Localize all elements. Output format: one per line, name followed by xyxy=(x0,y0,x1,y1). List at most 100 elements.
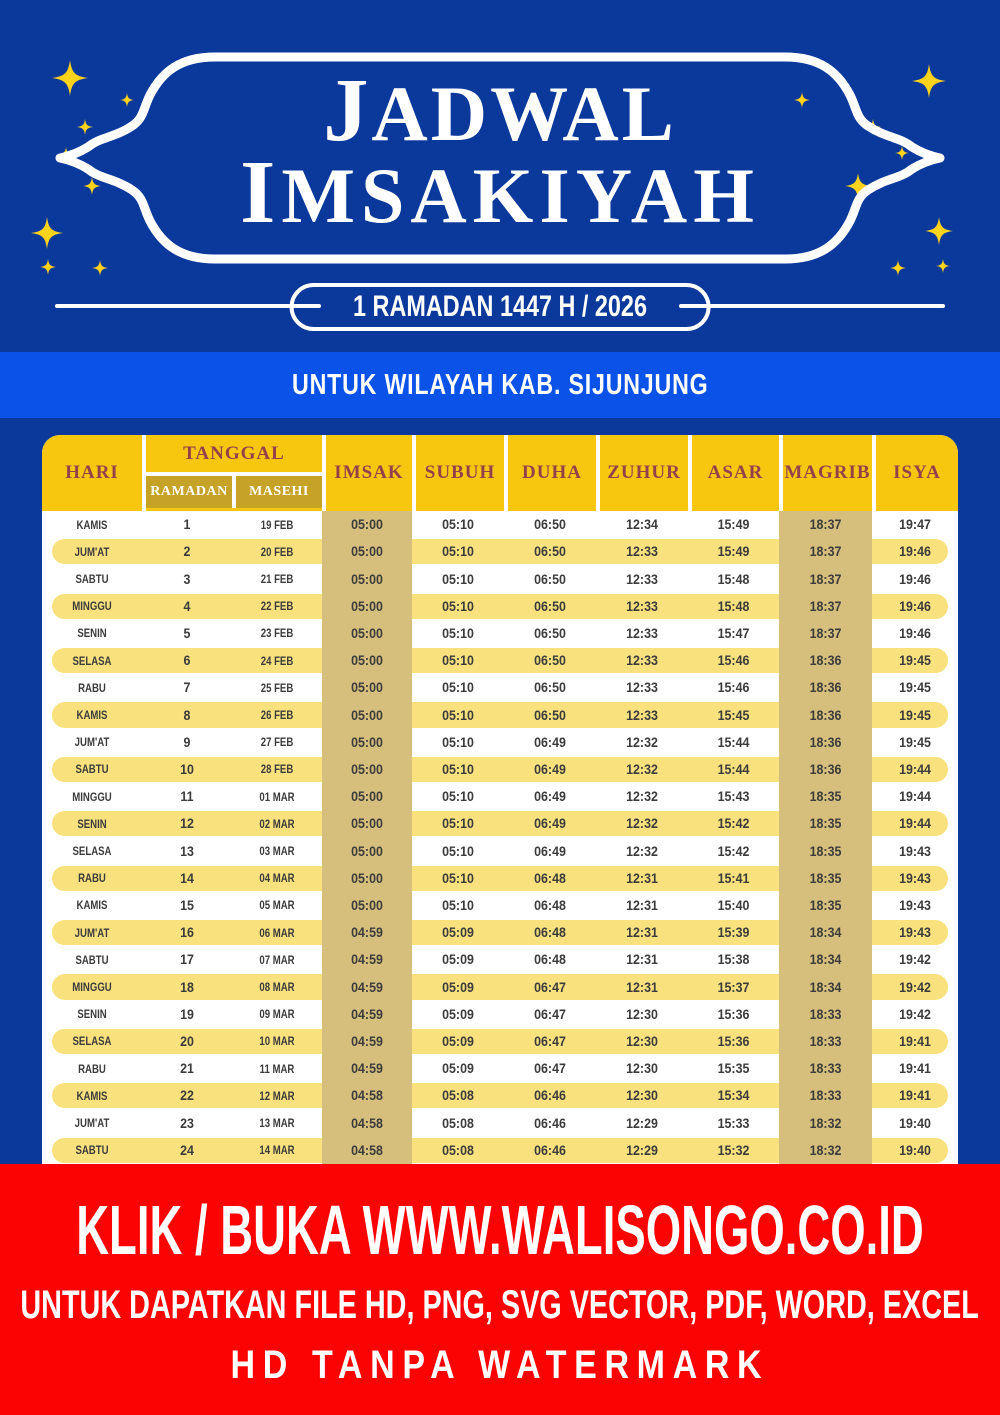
cell-day: KAMIS xyxy=(76,708,108,723)
region-banner-label: UNTUK WILAYAH KAB. SIJUNJUNG xyxy=(291,368,709,401)
cell-imsak: 05:00 xyxy=(351,544,383,560)
cell-subuh: 05:10 xyxy=(442,734,474,750)
cell-asar: 15:37 xyxy=(717,979,750,995)
cell-zuhur: 12:31 xyxy=(626,979,658,995)
cell-duha: 06:46 xyxy=(534,1088,566,1104)
cell-ramadan: 8 xyxy=(183,707,191,723)
cell-subuh: 05:10 xyxy=(442,870,474,886)
cell-zuhur: 12:32 xyxy=(626,843,658,859)
cell-magrib: 18:36 xyxy=(809,761,842,777)
badge-line-right xyxy=(679,304,945,308)
cell-isya: 19:41 xyxy=(899,1088,931,1104)
cell-duha: 06:50 xyxy=(534,653,566,669)
cell-isya: 19:43 xyxy=(899,925,931,941)
cell-magrib: 18:35 xyxy=(809,789,842,805)
cell-day: RABU xyxy=(78,680,106,695)
cell-subuh: 05:09 xyxy=(442,925,474,941)
cell-masehi: 08 MAR xyxy=(259,980,295,995)
cell-masehi: 21 FEB xyxy=(260,572,294,586)
cell-zuhur: 12:33 xyxy=(626,680,658,696)
cell-imsak: 05:00 xyxy=(351,707,383,723)
cell-imsak: 05:00 xyxy=(351,843,383,859)
cell-subuh: 05:10 xyxy=(442,625,474,641)
cell-duha: 06:46 xyxy=(534,1115,566,1131)
cell-day: SABTU xyxy=(75,762,109,777)
cell-magrib: 18:33 xyxy=(809,1088,842,1104)
cell-imsak: 05:00 xyxy=(351,653,383,669)
cell-asar: 15:42 xyxy=(717,843,750,859)
footer-description: UNTUK DAPATKAN FILE HD, PNG, SVG VECTOR,… xyxy=(20,1283,980,1327)
cell-isya: 19:42 xyxy=(899,952,931,968)
poster-title-line1: JADWAL xyxy=(323,59,677,160)
cell-isya: 19:41 xyxy=(899,1033,931,1049)
cell-masehi: 14 MAR xyxy=(259,1143,295,1158)
cell-masehi: 28 FEB xyxy=(260,762,294,777)
cell-imsak: 04:59 xyxy=(351,925,383,941)
cell-duha: 06:47 xyxy=(534,1006,566,1022)
cell-zuhur: 12:31 xyxy=(626,952,658,968)
table-row: JUM'AT 9 27 FEB 05:00 05:10 06:49 12:32 … xyxy=(42,729,958,756)
column-header-isya: ISYA xyxy=(872,435,958,511)
cell-masehi: 10 MAR xyxy=(259,1034,295,1049)
cell-asar: 15:44 xyxy=(717,734,750,750)
cell-imsak: 05:00 xyxy=(351,761,383,777)
cell-subuh: 05:10 xyxy=(442,598,474,614)
cell-subuh: 05:10 xyxy=(442,707,474,723)
table-header: HARI TANGGAL RAMADAN MASEHI IMSAK SUBUH … xyxy=(42,435,958,511)
cell-day: SABTU xyxy=(75,952,109,967)
date-badge-row: 1 RAMADAN 1447 H / 2026 xyxy=(0,283,1000,331)
cell-asar: 15:41 xyxy=(717,870,750,886)
cell-imsak: 05:00 xyxy=(351,625,383,641)
cell-zuhur: 12:33 xyxy=(626,653,658,669)
cell-magrib: 18:37 xyxy=(809,571,842,587)
cell-zuhur: 12:30 xyxy=(626,1088,658,1104)
cell-ramadan: 6 xyxy=(183,653,191,669)
cell-duha: 06:50 xyxy=(534,598,566,614)
cell-magrib: 18:35 xyxy=(809,816,842,832)
cell-duha: 06:49 xyxy=(534,843,566,859)
cell-ramadan: 23 xyxy=(180,1115,194,1131)
cell-duha: 06:50 xyxy=(534,680,566,696)
cell-subuh: 05:10 xyxy=(442,680,474,696)
cell-day: SELASA xyxy=(72,1034,112,1049)
table-row: KAMIS 1 19 FEB 05:00 05:10 06:50 12:34 1… xyxy=(42,511,958,538)
cell-isya: 19:40 xyxy=(899,1142,931,1158)
column-header-magrib: MAGRIB xyxy=(779,435,872,511)
cell-day: KAMIS xyxy=(76,898,108,913)
cell-magrib: 18:35 xyxy=(809,870,842,886)
cell-ramadan: 3 xyxy=(183,571,191,587)
cell-isya: 19:44 xyxy=(899,816,931,832)
cell-asar: 15:47 xyxy=(717,625,750,641)
cell-magrib: 18:37 xyxy=(809,598,842,614)
cell-day: RABU xyxy=(78,871,106,886)
header-section: JADWAL IMSAKIYAH 1 RAMADAN 1447 H / 2026 xyxy=(0,0,1000,352)
cell-ramadan: 20 xyxy=(180,1033,194,1049)
cell-masehi: 09 MAR xyxy=(259,1007,295,1022)
table-row: KAMIS 8 26 FEB 05:00 05:10 06:50 12:33 1… xyxy=(42,701,958,728)
cell-ramadan: 13 xyxy=(180,843,194,859)
cell-imsak: 04:59 xyxy=(351,1061,383,1077)
cell-duha: 06:49 xyxy=(534,761,566,777)
cell-masehi: 25 FEB xyxy=(260,680,294,695)
cell-subuh: 05:09 xyxy=(442,952,474,968)
footer-website-link[interactable]: KLIK / BUKA WWW.WALISONGO.CO.ID xyxy=(76,1191,924,1269)
cell-subuh: 05:09 xyxy=(442,1061,474,1077)
cell-duha: 06:50 xyxy=(534,571,566,587)
cell-ramadan: 1 xyxy=(183,517,191,533)
cell-imsak: 05:00 xyxy=(351,816,383,832)
cell-day: SELASA xyxy=(72,844,112,859)
cell-magrib: 18:33 xyxy=(809,1006,842,1022)
cell-asar: 15:48 xyxy=(717,571,750,587)
cell-duha: 06:48 xyxy=(534,925,566,941)
cell-duha: 06:49 xyxy=(534,734,566,750)
cell-isya: 19:42 xyxy=(899,1006,931,1022)
cell-duha: 06:50 xyxy=(534,625,566,641)
cell-asar: 15:34 xyxy=(717,1088,750,1104)
cell-imsak: 05:00 xyxy=(351,897,383,913)
cell-imsak: 04:59 xyxy=(351,1006,383,1022)
badge-line-left xyxy=(55,304,321,308)
table-row: SELASA 13 03 MAR 05:00 05:10 06:49 12:32… xyxy=(42,837,958,864)
cell-masehi: 23 FEB xyxy=(260,626,294,641)
cell-asar: 15:43 xyxy=(717,789,750,805)
cell-ramadan: 18 xyxy=(180,979,194,995)
